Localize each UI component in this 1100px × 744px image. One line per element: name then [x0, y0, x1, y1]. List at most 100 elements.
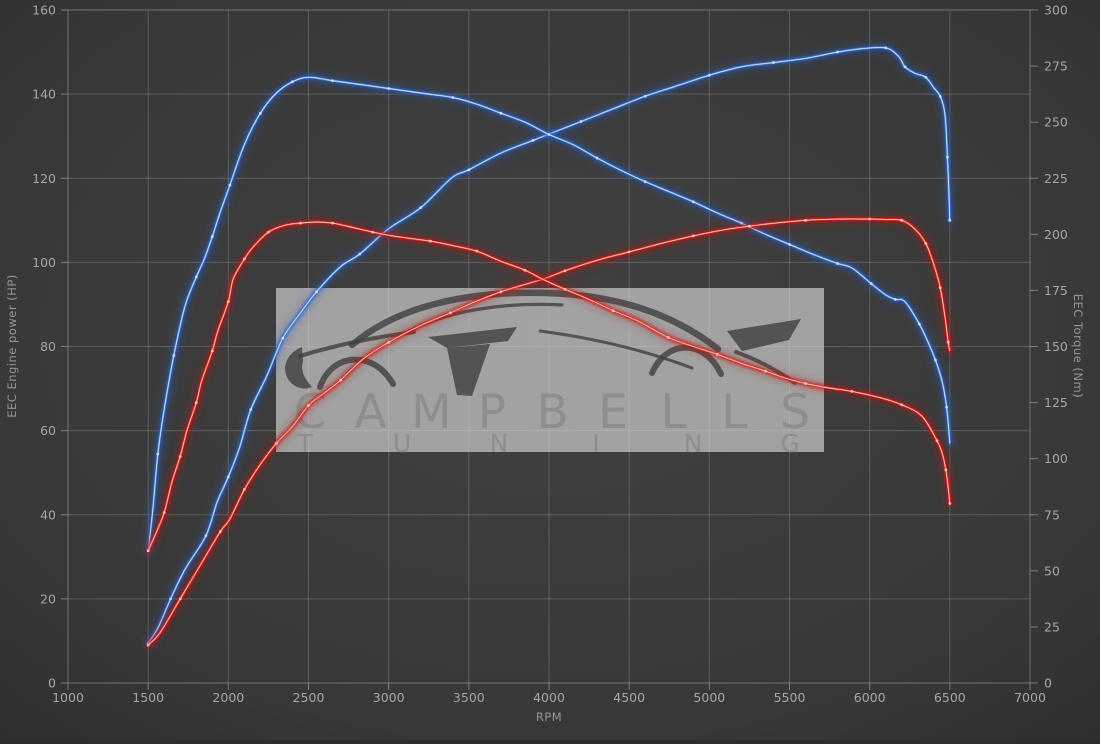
- x-tick-label: 1000: [52, 690, 84, 705]
- x-tick-label: 4000: [533, 690, 565, 705]
- curve-marker-dot: [934, 358, 937, 362]
- curve-marker-dot: [948, 502, 952, 505]
- curve-marker-dot: [938, 94, 942, 98]
- curve-marker-dot: [218, 530, 222, 533]
- y-left-axis-title: EEC Engine power (HP): [5, 274, 19, 418]
- y-right-tick-label: 250: [1044, 115, 1068, 130]
- curve-marker-dot: [924, 75, 928, 79]
- curve-blue-torque: [143, 72, 955, 556]
- curve-marker-dot: [772, 61, 775, 64]
- y-right-tick-label: 300: [1044, 3, 1068, 18]
- curve-marker-dot: [900, 218, 904, 222]
- y-right-tick-label: 150: [1044, 339, 1068, 354]
- y-left-tick-label: 0: [48, 676, 56, 691]
- curve-marker-dot: [291, 80, 294, 84]
- curve-marker-dot: [903, 65, 907, 69]
- y-right-tick-label: 200: [1044, 227, 1068, 242]
- y-left-tick-label: 40: [40, 507, 56, 522]
- curve-marker-dot: [178, 455, 182, 458]
- x-tick-label: 3000: [373, 690, 405, 705]
- curve-marker-dot: [563, 287, 567, 291]
- curve-marker-dot: [169, 597, 173, 601]
- y-left-tick-label: 80: [40, 339, 56, 354]
- curve-group: [143, 42, 955, 651]
- curve-marker-dot: [194, 275, 198, 279]
- curve-marker-dot: [804, 382, 807, 385]
- curve-marker-dot: [307, 403, 310, 407]
- curve-marker-dot: [210, 349, 214, 353]
- curve-marker-dot: [917, 322, 921, 326]
- y-right-tick-label: 125: [1044, 395, 1068, 410]
- curve-marker-dot: [172, 354, 176, 357]
- curve-marker-dot: [945, 405, 949, 409]
- curve-marker-dot: [226, 475, 230, 479]
- curve-marker-dot: [691, 234, 695, 238]
- curve-marker-dot: [358, 252, 362, 256]
- curve-marker-dot: [275, 441, 278, 445]
- curve-marker-dot: [944, 468, 948, 472]
- curve-marker-dot: [467, 168, 471, 172]
- curve-marker-dot: [178, 597, 182, 601]
- curve-marker-dot: [667, 336, 670, 339]
- curve-marker-dot: [707, 73, 711, 77]
- curve-marker-dot: [315, 290, 318, 294]
- curve-marker-dot: [579, 120, 583, 123]
- curve-red-torque: [143, 216, 955, 556]
- y-left-tick-label: 100: [32, 255, 56, 270]
- curve-marker-dot: [938, 286, 942, 290]
- curve-marker-dot: [948, 218, 952, 222]
- curve-marker-dot: [804, 218, 807, 222]
- curve-marker-dot: [387, 87, 391, 90]
- curve-marker-dot: [242, 488, 246, 491]
- curve-marker-dot: [228, 183, 232, 187]
- y-right-tick-label: 0: [1044, 676, 1052, 691]
- curve-marker-dot: [946, 340, 950, 344]
- y-left-tick-label: 120: [32, 171, 56, 186]
- y-right-tick-label: 50: [1044, 563, 1060, 578]
- curve-marker-dot: [331, 79, 334, 83]
- curve-marker-dot: [499, 290, 503, 294]
- x-tick-label: 5500: [774, 690, 806, 705]
- curve-marker-dot: [448, 311, 452, 315]
- curve-marker-dot: [924, 242, 928, 245]
- y-right-tick-label: 225: [1044, 171, 1068, 186]
- curve-marker-dot: [547, 133, 551, 136]
- y-left-tick-label: 140: [32, 87, 56, 102]
- curve-marker-dot: [299, 221, 302, 225]
- curve-marker-dot: [523, 268, 527, 272]
- curve-marker-dot: [249, 408, 253, 411]
- x-tick-label: 6500: [934, 690, 966, 705]
- curve-marker-dot: [850, 389, 854, 393]
- curve-marker-dot: [715, 352, 719, 356]
- curve-marker-dot: [259, 111, 262, 115]
- y-left-tick-label: 20: [40, 591, 56, 606]
- curve-marker-dot: [204, 534, 208, 538]
- curve-marker-dot: [643, 180, 647, 184]
- curve-marker-dot: [267, 230, 270, 234]
- curve-marker-dot: [156, 452, 160, 456]
- y-left-tick-label: 160: [32, 3, 56, 18]
- curve-marker-dot: [836, 262, 839, 265]
- curve-red-power: [143, 213, 955, 651]
- x-tick-label: 7000: [1014, 690, 1046, 705]
- curve-marker-dot: [884, 46, 888, 50]
- x-tick-label: 4500: [613, 690, 645, 705]
- curve-marker-dot: [194, 401, 198, 404]
- axis-ticks: 1000 1500 2000 2500 3000 3500 4000 4500 5000 5500…: [32, 3, 1068, 706]
- y-right-axis-title: EEC Torque (Nm): [1071, 294, 1085, 398]
- y-right-tick-label: 175: [1044, 283, 1068, 298]
- curve-marker-dot: [595, 156, 599, 160]
- curve-marker-dot: [475, 249, 479, 253]
- curve-marker-dot: [531, 138, 535, 142]
- curve-marker-dot: [387, 340, 391, 344]
- curve-marker-dot: [146, 643, 150, 647]
- curve-marker-dot: [868, 217, 872, 221]
- curve-marker-dot: [946, 155, 949, 159]
- curve-marker-dot: [339, 378, 342, 382]
- curve-marker-dot: [900, 403, 904, 407]
- curve-marker-dot: [893, 297, 897, 301]
- curve-marker-dot: [226, 300, 230, 304]
- curve-marker-dot: [748, 224, 751, 228]
